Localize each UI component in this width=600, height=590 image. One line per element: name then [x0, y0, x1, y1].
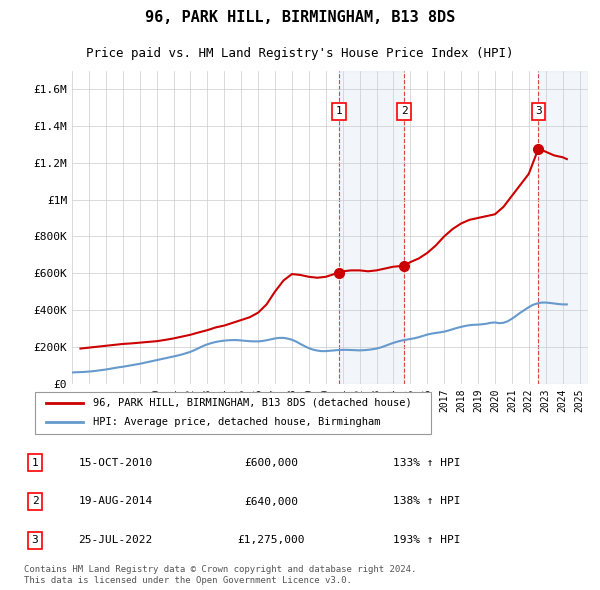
Text: £1,275,000: £1,275,000: [238, 536, 305, 545]
Text: 133% ↑ HPI: 133% ↑ HPI: [393, 458, 460, 467]
Bar: [339, 71, 404, 384]
Text: 96, PARK HILL, BIRMINGHAM, B13 8DS (detached house): 96, PARK HILL, BIRMINGHAM, B13 8DS (deta…: [94, 398, 412, 408]
Text: £600,000: £600,000: [244, 458, 298, 467]
Text: £640,000: £640,000: [244, 497, 298, 506]
Text: Contains HM Land Registry data © Crown copyright and database right 2024.
This d: Contains HM Land Registry data © Crown c…: [23, 565, 416, 585]
Text: 15-OCT-2010: 15-OCT-2010: [79, 458, 153, 467]
Text: 19-AUG-2014: 19-AUG-2014: [79, 497, 153, 506]
Text: 2: 2: [401, 106, 407, 116]
Text: 3: 3: [535, 106, 542, 116]
Text: 1: 1: [32, 458, 38, 467]
Text: 2: 2: [32, 497, 38, 506]
Text: HPI: Average price, detached house, Birmingham: HPI: Average price, detached house, Birm…: [94, 418, 381, 427]
Text: 193% ↑ HPI: 193% ↑ HPI: [393, 536, 460, 545]
Bar: [538, 71, 588, 384]
FancyBboxPatch shape: [35, 392, 431, 434]
Text: 25-JUL-2022: 25-JUL-2022: [79, 536, 153, 545]
Text: 3: 3: [32, 536, 38, 545]
Text: 138% ↑ HPI: 138% ↑ HPI: [393, 497, 460, 506]
Text: Price paid vs. HM Land Registry's House Price Index (HPI): Price paid vs. HM Land Registry's House …: [86, 47, 514, 60]
Text: 96, PARK HILL, BIRMINGHAM, B13 8DS: 96, PARK HILL, BIRMINGHAM, B13 8DS: [145, 10, 455, 25]
Text: 1: 1: [336, 106, 343, 116]
